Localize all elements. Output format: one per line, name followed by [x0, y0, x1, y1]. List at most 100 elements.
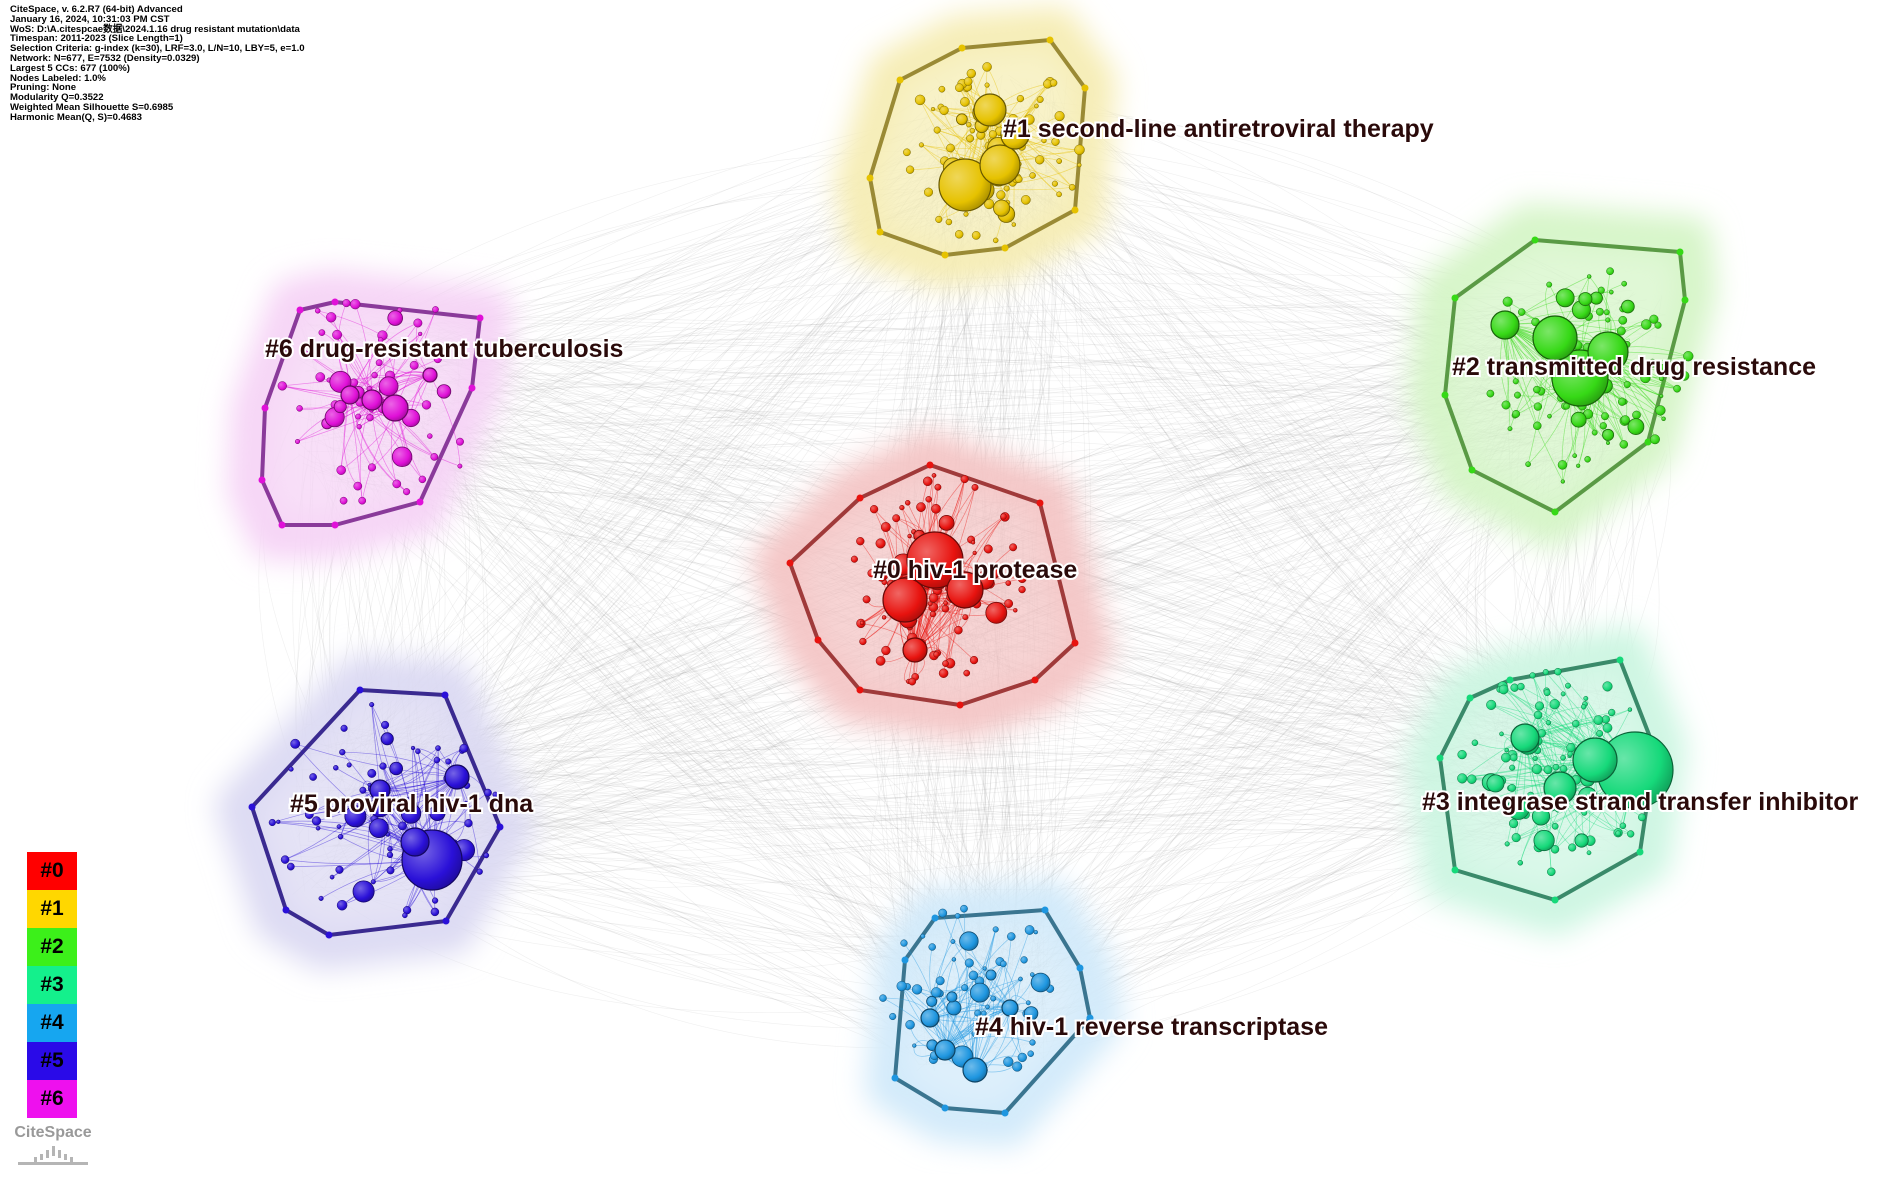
- reference-node[interactable]: [946, 1000, 962, 1016]
- highly-cited-node[interactable]: [1587, 331, 1629, 373]
- reference-node[interactable]: [409, 360, 419, 370]
- reference-node[interactable]: [391, 446, 413, 468]
- reference-node[interactable]: [1650, 434, 1660, 445]
- reference-node[interactable]: [378, 376, 399, 397]
- reference-node[interactable]: [333, 400, 347, 414]
- highly-cited-node[interactable]: [381, 394, 409, 422]
- reference-node[interactable]: [371, 371, 378, 379]
- reference-node[interactable]: [1511, 833, 1521, 843]
- hull-vertex-node[interactable]: [258, 476, 266, 484]
- reference-node[interactable]: [463, 800, 470, 807]
- hull-vertex-node[interactable]: [325, 931, 333, 939]
- reference-node[interactable]: [850, 555, 858, 563]
- highly-cited-node[interactable]: [1490, 310, 1520, 340]
- reference-node[interactable]: [931, 987, 942, 998]
- highly-cited-node[interactable]: [938, 158, 992, 212]
- reference-node[interactable]: [972, 550, 977, 556]
- reference-node[interactable]: [918, 142, 924, 148]
- highly-cited-node[interactable]: [1001, 999, 1019, 1017]
- reference-node[interactable]: [938, 908, 948, 918]
- reference-node[interactable]: [459, 743, 469, 753]
- reference-node[interactable]: [1027, 1050, 1034, 1057]
- reference-node[interactable]: [993, 199, 1011, 217]
- reference-node[interactable]: [1581, 809, 1588, 816]
- reference-node[interactable]: [368, 818, 389, 838]
- reference-node[interactable]: [928, 943, 936, 951]
- reference-node[interactable]: [943, 600, 949, 606]
- reference-node[interactable]: [941, 604, 950, 613]
- reference-node[interactable]: [1577, 786, 1598, 807]
- reference-node[interactable]: [1512, 378, 1519, 385]
- reference-node[interactable]: [344, 805, 367, 828]
- reference-node[interactable]: [1552, 763, 1560, 771]
- reference-node[interactable]: [1566, 742, 1576, 753]
- reference-node[interactable]: [1557, 460, 1568, 470]
- reference-node[interactable]: [336, 465, 346, 475]
- reference-node[interactable]: [877, 573, 886, 582]
- hull-vertex-node[interactable]: [876, 228, 884, 236]
- reference-node[interactable]: [1673, 384, 1681, 393]
- reference-node[interactable]: [996, 190, 1006, 200]
- reference-node[interactable]: [350, 299, 361, 310]
- hull-vertex-node[interactable]: [331, 298, 339, 306]
- reference-node[interactable]: [392, 479, 402, 489]
- reference-node[interactable]: [379, 762, 387, 770]
- reference-node[interactable]: [859, 620, 865, 626]
- reference-node[interactable]: [335, 865, 344, 874]
- reference-node[interactable]: [960, 97, 970, 107]
- reference-node[interactable]: [296, 405, 303, 412]
- reference-node[interactable]: [1606, 267, 1614, 276]
- hull-vertex-node[interactable]: [476, 314, 484, 322]
- reference-node[interactable]: [1056, 191, 1062, 198]
- reference-node[interactable]: [1683, 351, 1694, 362]
- reference-node[interactable]: [1554, 667, 1562, 676]
- reference-node[interactable]: [1531, 807, 1551, 826]
- reference-node[interactable]: [867, 569, 876, 578]
- reference-node[interactable]: [929, 610, 937, 618]
- reference-node[interactable]: [456, 437, 464, 446]
- highly-cited-node[interactable]: [1532, 315, 1578, 361]
- reference-node[interactable]: [1584, 456, 1591, 463]
- highly-cited-node[interactable]: [361, 389, 383, 411]
- reference-node[interactable]: [938, 515, 955, 531]
- hull-vertex-node[interactable]: [1086, 1014, 1094, 1022]
- reference-node[interactable]: [1608, 708, 1616, 717]
- hull-vertex-node[interactable]: [442, 917, 450, 925]
- reference-node[interactable]: [315, 825, 321, 831]
- reference-node[interactable]: [1620, 415, 1630, 425]
- reference-node[interactable]: [1457, 749, 1467, 760]
- hull-vertex-node[interactable]: [1616, 656, 1624, 664]
- reference-node[interactable]: [916, 502, 926, 512]
- reference-node[interactable]: [1486, 699, 1497, 710]
- reference-node[interactable]: [346, 762, 352, 768]
- reference-node[interactable]: [1583, 695, 1589, 701]
- reference-node[interactable]: [387, 310, 404, 326]
- highly-cited-node[interactable]: [1543, 771, 1577, 805]
- highly-cited-node[interactable]: [400, 827, 430, 857]
- hull-vertex-node[interactable]: [441, 691, 449, 699]
- reference-node[interactable]: [908, 677, 917, 686]
- reference-node[interactable]: [971, 483, 979, 491]
- reference-node[interactable]: [1016, 94, 1025, 103]
- reference-node[interactable]: [1605, 440, 1611, 445]
- reference-node[interactable]: [946, 143, 955, 153]
- reference-node[interactable]: [1041, 137, 1047, 144]
- reference-node[interactable]: [963, 211, 969, 217]
- hull-vertex-node[interactable]: [856, 686, 864, 694]
- reference-node[interactable]: [359, 786, 367, 794]
- reference-node[interactable]: [1621, 280, 1628, 287]
- hull-vertex-node[interactable]: [1041, 906, 1049, 914]
- hull-vertex-node[interactable]: [866, 174, 874, 182]
- reference-node[interactable]: [1565, 682, 1571, 689]
- reference-node[interactable]: [942, 660, 949, 667]
- reference-node[interactable]: [1004, 599, 1014, 609]
- reference-node[interactable]: [367, 768, 377, 778]
- reference-node[interactable]: [1661, 416, 1666, 422]
- reference-node[interactable]: [1024, 114, 1035, 125]
- reference-node[interactable]: [294, 438, 301, 445]
- reference-node[interactable]: [1559, 765, 1568, 773]
- reference-node[interactable]: [1555, 288, 1575, 308]
- reference-node[interactable]: [982, 966, 987, 971]
- hull-vertex-node[interactable]: [1046, 36, 1054, 44]
- reference-node[interactable]: [985, 1004, 990, 1010]
